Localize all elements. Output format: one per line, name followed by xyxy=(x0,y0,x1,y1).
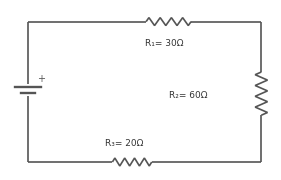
Text: R₁= 30Ω: R₁= 30Ω xyxy=(145,39,183,48)
Text: R₃= 20Ω: R₃= 20Ω xyxy=(105,140,144,148)
Text: R₂= 60Ω: R₂= 60Ω xyxy=(169,91,207,100)
Text: +: + xyxy=(37,74,45,84)
